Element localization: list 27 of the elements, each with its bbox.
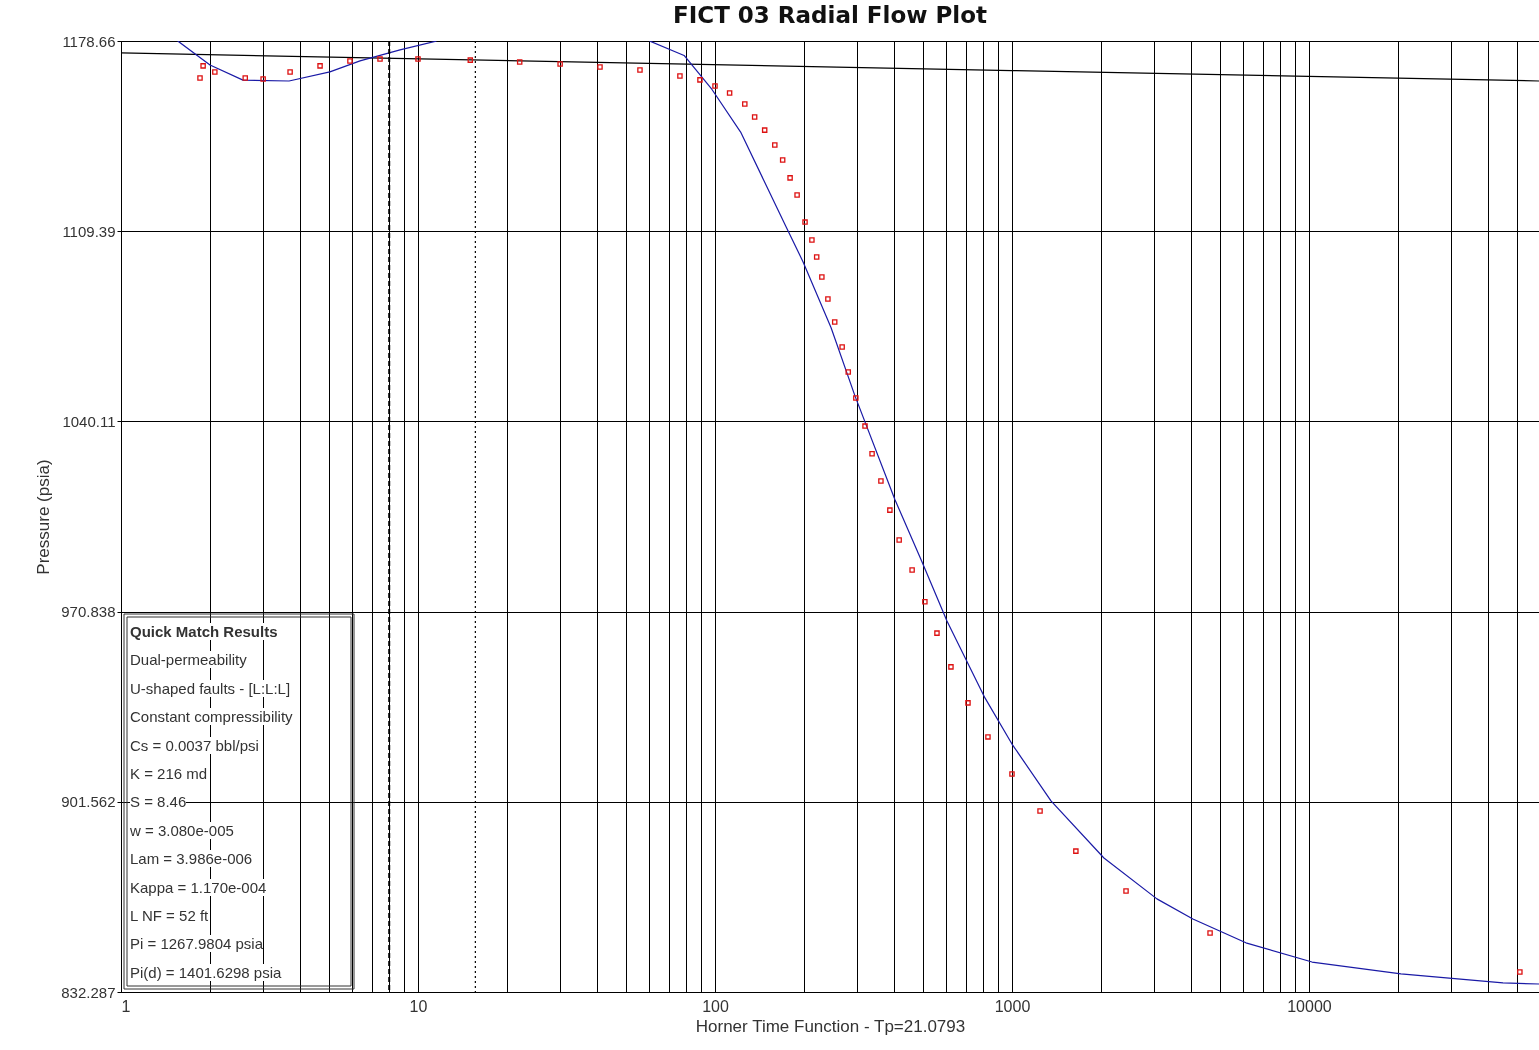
annotation: w = 3.080e-005 xyxy=(130,821,234,839)
y-tick-label: 1040.11 xyxy=(62,412,116,430)
annotation: Lam = 3.986e-006 xyxy=(130,850,253,868)
y-axis-title: Pressure (psia) xyxy=(34,459,54,575)
y-tick-label: 1109.39 xyxy=(62,222,116,240)
x-tick-label: 1 xyxy=(121,997,131,1015)
annotation: Constant compressibility xyxy=(130,708,293,726)
annotation: K = 216 md xyxy=(130,765,208,783)
annotation: Cs = 0.0037 bbl/psi xyxy=(130,736,259,754)
x-tick-label: 100 xyxy=(702,997,729,1015)
annotation: U-shaped faults - [L:L:L] xyxy=(130,679,291,697)
x-tick-label: 1000 xyxy=(994,997,1031,1015)
y-tick-label: 970.838 xyxy=(61,603,116,621)
y-tick-label: 832.287 xyxy=(61,983,116,1001)
annotation: Dual-permeability xyxy=(130,651,247,669)
y-tick-label: 1178.66 xyxy=(62,32,116,50)
annotation: Pi(d) = 1401.6298 psia xyxy=(130,963,282,981)
annotation: Quick Match Results xyxy=(130,623,278,640)
x-tick-label: 10 xyxy=(409,997,428,1015)
annotation: Pi = 1267.9804 psia xyxy=(130,935,264,953)
y-tick-label: 901.562 xyxy=(61,793,116,811)
x-axis-title: Horner Time Function - Tp=21.0793 xyxy=(695,1016,966,1036)
annotation: L NF = 52 ft xyxy=(130,907,209,925)
annotation: Kappa = 1.170e-004 xyxy=(130,878,267,896)
chart-title: FICT 03 Radial Flow Plot xyxy=(672,2,988,28)
x-tick-label: 10000 xyxy=(1287,997,1332,1015)
annotation: S = 8.46 xyxy=(130,793,187,811)
